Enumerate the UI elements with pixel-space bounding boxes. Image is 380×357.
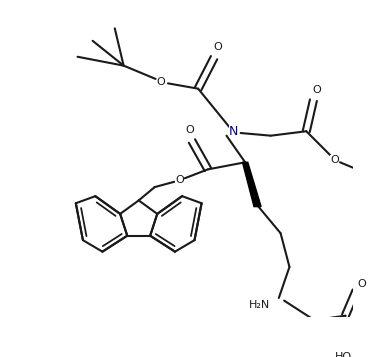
Text: O: O: [357, 279, 366, 289]
Text: N: N: [229, 125, 238, 138]
Text: H₂N: H₂N: [249, 300, 270, 310]
Text: HO: HO: [335, 352, 352, 357]
Text: O: O: [186, 125, 195, 135]
Text: O: O: [175, 175, 184, 185]
Text: O: O: [157, 77, 165, 87]
Text: O: O: [330, 155, 339, 165]
Text: O: O: [213, 42, 222, 52]
Polygon shape: [242, 162, 261, 207]
Text: O: O: [313, 85, 321, 95]
